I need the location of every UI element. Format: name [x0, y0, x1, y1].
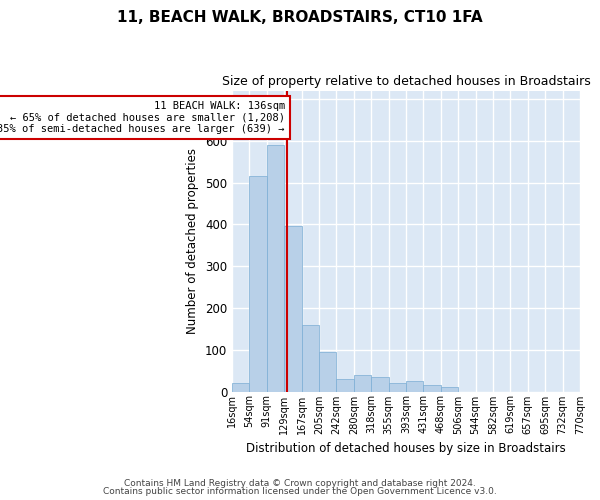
X-axis label: Distribution of detached houses by size in Broadstairs: Distribution of detached houses by size … — [246, 442, 566, 455]
Text: Contains public sector information licensed under the Open Government Licence v3: Contains public sector information licen… — [103, 487, 497, 496]
Y-axis label: Number of detached properties: Number of detached properties — [187, 148, 199, 334]
Bar — [284, 226, 302, 392]
Bar — [250, 176, 267, 392]
Bar — [441, 388, 458, 392]
Bar — [337, 379, 354, 392]
Bar — [232, 383, 250, 392]
Title: Size of property relative to detached houses in Broadstairs: Size of property relative to detached ho… — [221, 75, 590, 88]
Bar — [319, 352, 337, 392]
Bar — [302, 324, 319, 392]
Bar — [371, 377, 389, 392]
Text: 11, BEACH WALK, BROADSTAIRS, CT10 1FA: 11, BEACH WALK, BROADSTAIRS, CT10 1FA — [117, 10, 483, 25]
Text: 11 BEACH WALK: 136sqm
← 65% of detached houses are smaller (1,208)
35% of semi-d: 11 BEACH WALK: 136sqm ← 65% of detached … — [0, 101, 285, 134]
Bar — [389, 383, 406, 392]
Bar — [406, 381, 424, 392]
Bar — [354, 375, 371, 392]
Bar — [267, 145, 284, 392]
Text: Contains HM Land Registry data © Crown copyright and database right 2024.: Contains HM Land Registry data © Crown c… — [124, 478, 476, 488]
Bar — [424, 385, 441, 392]
